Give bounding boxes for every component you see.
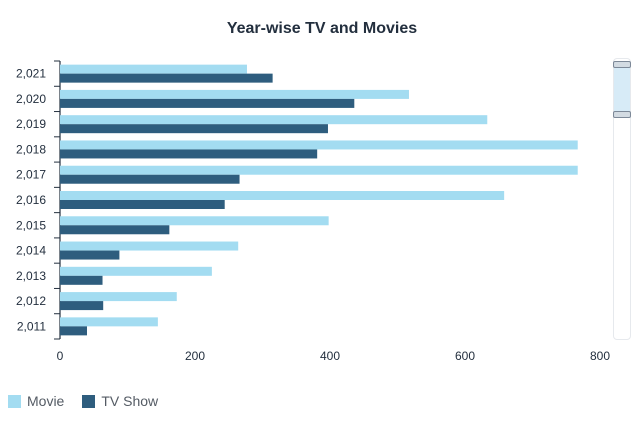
y-tick-label: 2,020 <box>16 92 46 106</box>
bar-movie <box>60 165 578 175</box>
y-tick-label: 2,018 <box>16 142 46 156</box>
bar-tv-show <box>60 326 87 336</box>
x-tick-label: 800 <box>590 349 610 363</box>
bar-tv-show <box>60 174 240 184</box>
bar-movie <box>60 241 239 251</box>
bar-movie <box>60 266 212 276</box>
bar-tv-show <box>60 73 273 83</box>
zoom-handle-top[interactable] <box>613 61 631 68</box>
y-tick-label: 2,017 <box>16 168 46 182</box>
y-tick-label: 2,014 <box>16 244 46 258</box>
bar-tv-show <box>60 301 104 311</box>
zoom-scrollbar[interactable] <box>613 58 631 340</box>
bar-movie <box>60 317 158 327</box>
bar-movie <box>60 89 409 99</box>
y-tick-label: 2,021 <box>16 67 46 81</box>
x-tick-label: 0 <box>57 349 64 363</box>
legend-label-movie: Movie <box>27 393 65 409</box>
bar-tv-show <box>60 200 225 209</box>
zoom-handle-bottom[interactable] <box>613 111 631 118</box>
bar-movie <box>60 191 505 200</box>
bar-tv-show <box>60 250 120 260</box>
y-tick-label: 2,011 <box>17 319 46 333</box>
legend-label-tv-show: TV Show <box>101 393 159 409</box>
y-tick-label: 2,012 <box>16 294 46 308</box>
x-tick-label: 200 <box>185 349 205 363</box>
legend: Movie TV Show <box>8 393 158 409</box>
y-tick-label: 2,013 <box>16 269 46 283</box>
zoom-scrollbar-thumb[interactable] <box>614 63 630 117</box>
x-tick-label: 400 <box>320 349 340 363</box>
bar-tv-show <box>60 149 318 159</box>
bar-tv-show <box>60 225 170 235</box>
bar-movie <box>60 115 488 125</box>
bar-tv-show <box>60 275 103 285</box>
y-tick-label: 2,016 <box>16 193 46 207</box>
x-tick-label: 600 <box>455 349 475 363</box>
bar-movie <box>60 140 578 150</box>
bar-tv-show <box>60 98 355 108</box>
legend-swatch-tv-show <box>82 394 96 408</box>
legend-swatch-movie <box>8 394 21 408</box>
y-tick-label: 2,019 <box>16 117 46 131</box>
legend-item-movie[interactable]: Movie <box>8 393 64 409</box>
y-tick-label: 2,015 <box>16 218 46 232</box>
bar-movie <box>60 216 329 226</box>
bar-movie <box>60 292 177 302</box>
chart-title: Year-wise TV and Movies <box>226 20 418 37</box>
legend-item-tv-show[interactable]: TV Show <box>82 393 158 409</box>
bar-movie <box>60 64 247 74</box>
bar-tv-show <box>60 124 328 134</box>
